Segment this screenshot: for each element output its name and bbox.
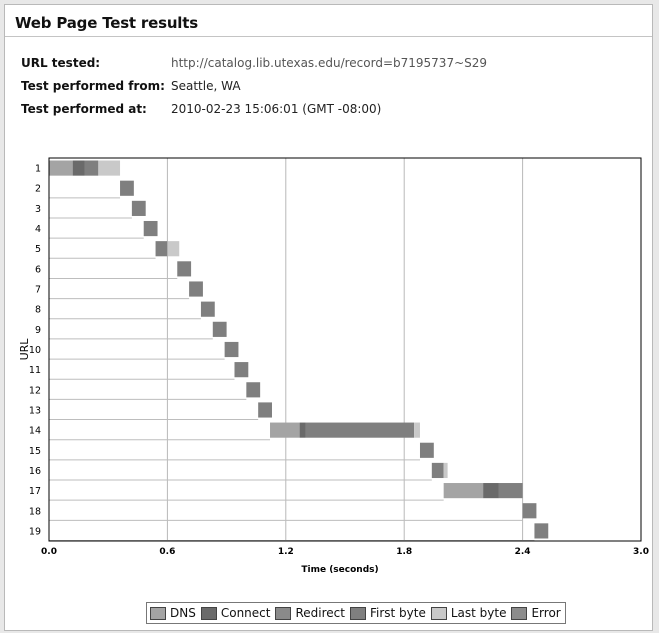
y-tick-label: 5	[35, 244, 41, 255]
legend-label: First byte	[369, 606, 426, 620]
y-tick-label: 2	[35, 184, 41, 195]
legend-item-connect: Connect	[200, 606, 271, 620]
page-title: Web Page Test results	[15, 14, 198, 32]
legend-swatch-first_byte	[349, 606, 366, 620]
results-panel: Web Page Test results URL tested: http:/…	[4, 4, 653, 631]
bar-segment-first_byte	[224, 341, 239, 358]
x-axis-title: Time (seconds)	[301, 565, 378, 575]
legend-swatch-error	[511, 606, 528, 620]
bar-segment-first_byte	[246, 382, 261, 398]
legend-label: Redirect	[295, 606, 345, 620]
x-tick-label: 3.0	[633, 547, 649, 557]
legend-item-first_byte: First byte	[349, 606, 426, 620]
y-tick-label: 13	[29, 405, 41, 416]
bar-segment-last_byte	[98, 160, 121, 176]
y-tick-label: 18	[29, 506, 41, 517]
plot-area-border	[48, 157, 642, 542]
legend-item-dns: DNS	[150, 606, 196, 620]
bar-segment-dns	[270, 422, 300, 438]
bar-segment-first_byte	[200, 301, 215, 317]
bar-segment-last_byte	[443, 462, 448, 479]
y-tick-label: 4	[35, 224, 41, 235]
x-tick-label: 0.0	[41, 547, 57, 557]
grid-lines	[166, 158, 524, 541]
y-tick-label: 16	[29, 466, 41, 477]
test-location-label: Test performed from:	[21, 79, 165, 93]
y-tick-label: 9	[35, 325, 41, 336]
y-tick-label: 8	[35, 305, 41, 316]
x-tick-label: 1.2	[278, 547, 294, 557]
bar-segment-first_byte	[177, 261, 192, 277]
bar-segment-first_byte	[534, 523, 549, 539]
y-tick-label: 3	[35, 204, 41, 215]
legend-label: Error	[531, 606, 561, 620]
test-location-value: Seattle, WA	[171, 79, 241, 93]
bar-segment-first_byte	[234, 362, 249, 378]
y-tick-label: 1	[35, 164, 41, 175]
bar-segment-first_byte	[522, 503, 537, 519]
bar-segment-connect	[483, 483, 499, 499]
x-tick-label: 1.8	[396, 547, 412, 557]
legend-swatch-redirect	[275, 606, 292, 620]
bar-segment-first_byte	[431, 462, 444, 479]
bar-segment-first_byte	[155, 241, 168, 257]
bar-segment-first_byte	[120, 180, 134, 196]
bar-segment-connect	[72, 160, 85, 176]
bar-segment-first_byte	[143, 220, 158, 237]
title-divider	[5, 36, 652, 37]
bar-segment-dns	[443, 483, 484, 499]
legend-label: Connect	[220, 606, 271, 620]
y-tick-label: 6	[35, 264, 41, 275]
y-axis-title: URL	[18, 338, 31, 361]
bar-segment-first_byte	[131, 200, 146, 216]
bar-segment-first_byte	[189, 281, 203, 297]
bar-segment-first_byte	[419, 442, 434, 458]
url-tested-label: URL tested:	[21, 56, 101, 70]
chart-legend: DNS Connect Redirect First byte Last byte Err…	[146, 602, 566, 624]
bar-segment-first_byte	[84, 160, 99, 176]
legend-swatch-dns	[150, 606, 166, 620]
test-time-label: Test performed at:	[21, 102, 147, 116]
bar-segment-first_byte	[212, 321, 227, 337]
waterfall-chart: 1 2 3 4 5 6 7 8 9 10 11 12 13 14 15 16 17 18 19 0.0 0.6 1.2 1…	[17, 144, 651, 584]
x-tick-label: 0.6	[159, 547, 175, 557]
url-tested-value[interactable]: http://catalog.lib.utexas.edu/record=b71…	[171, 56, 488, 70]
y-tick-label: 15	[29, 446, 41, 457]
y-tick-label: 17	[29, 486, 41, 497]
bar-segment-first_byte	[305, 422, 415, 438]
y-tick-label: 10	[29, 345, 41, 356]
bar-segment-first_byte	[498, 483, 523, 499]
legend-swatch-last_byte	[430, 606, 447, 620]
legend-label: DNS	[170, 606, 196, 620]
bar-segment-first_byte	[258, 402, 272, 418]
legend-swatch-connect	[200, 606, 217, 620]
bar-segments	[49, 160, 549, 539]
legend-item-redirect: Redirect	[275, 606, 345, 620]
y-tick-label: 14	[29, 426, 41, 437]
legend-label: Last byte	[450, 606, 507, 620]
legend-item-error: Error	[511, 606, 561, 620]
y-tick-label: 7	[35, 285, 41, 296]
bar-segment-dns	[49, 160, 73, 176]
x-tick-labels: 0.0 0.6 1.2 1.8 2.4 3.0	[41, 547, 649, 557]
bar-segment-last_byte	[414, 422, 420, 438]
test-time-value: 2010-02-23 15:06:01 (GMT -08:00)	[171, 102, 382, 116]
y-tick-label: 19	[29, 526, 41, 537]
y-tick-label: 12	[29, 385, 41, 396]
y-tick-label: 11	[29, 365, 41, 376]
bar-segment-connect	[299, 422, 306, 438]
legend-item-last_byte: Last byte	[430, 606, 507, 620]
x-tick-label: 2.4	[515, 547, 531, 557]
row-lines	[49, 197, 535, 541]
bar-segment-last_byte	[167, 241, 180, 257]
